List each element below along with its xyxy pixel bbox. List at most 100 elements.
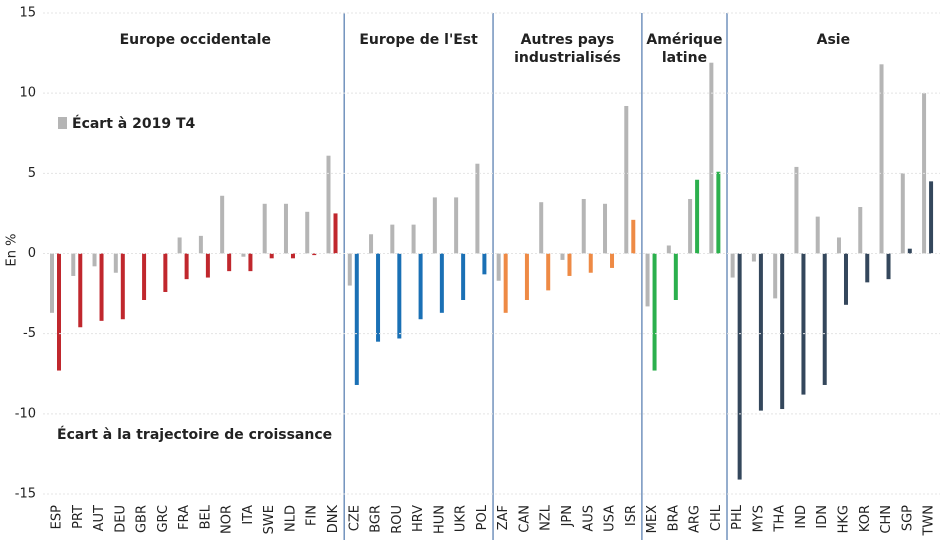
bar: [730, 253, 735, 278]
bar: [113, 253, 118, 273]
bar: [397, 253, 402, 339]
bar: [220, 195, 225, 254]
legend-label: Écart à la trajectoire de croissance: [57, 426, 332, 443]
bar: [283, 203, 288, 254]
bar: [390, 224, 395, 254]
bar: [184, 253, 189, 280]
bar: [751, 253, 756, 262]
bar: [248, 253, 253, 272]
bar: [815, 216, 820, 254]
region-label: Asie: [817, 32, 850, 48]
bar: [439, 253, 444, 313]
bar: [758, 253, 763, 411]
bar: [50, 253, 54, 313]
bar: [347, 253, 352, 286]
x-tick-label: THA: [773, 505, 788, 533]
bar: [92, 253, 97, 267]
x-tick-label: USA: [603, 505, 618, 532]
bar: [163, 253, 168, 292]
bar: [432, 197, 437, 254]
x-tick-label: NLD: [283, 505, 298, 532]
x-tick-label: GBR: [135, 505, 150, 533]
legend-swatch: [58, 117, 67, 129]
x-tick-label: ITA: [241, 505, 256, 525]
x-tick-label: CZE: [347, 505, 362, 531]
bar: [624, 105, 629, 254]
bar: [688, 198, 693, 254]
y-tick-label: -5: [23, 326, 36, 341]
x-tick-label: ARG: [688, 505, 703, 533]
bar: [411, 224, 416, 254]
bar: [354, 253, 359, 385]
bar: [503, 253, 508, 313]
bar: [610, 253, 615, 268]
x-tick-label: NZL: [539, 504, 554, 531]
x-tick-label: UKR: [454, 505, 469, 532]
bar: [560, 253, 565, 260]
x-tick-label: PRT: [71, 505, 86, 529]
bar: [312, 253, 317, 256]
y-axis-label: En %: [5, 234, 20, 267]
y-tick-label: 15: [19, 6, 36, 21]
x-tick-label: MYS: [751, 505, 766, 532]
bar: [461, 253, 466, 300]
x-tick-label: ZAF: [496, 505, 511, 530]
bar: [120, 253, 125, 320]
x-tick-label: CHL: [709, 504, 724, 531]
bar: [177, 237, 182, 254]
bar: [588, 253, 593, 273]
bar: [567, 253, 572, 276]
bar: [269, 253, 274, 259]
y-tick-label: 0: [28, 246, 36, 261]
x-tick-label: IND: [794, 505, 809, 529]
bar: [794, 166, 799, 254]
bar: [290, 253, 295, 259]
bar: [539, 202, 544, 254]
bar: [858, 207, 863, 254]
bar: [673, 253, 678, 300]
x-tick-label: GRC: [156, 505, 171, 533]
bar: [709, 62, 714, 254]
bar: [929, 181, 934, 254]
bar: [482, 253, 487, 275]
y-tick-label: -15: [15, 487, 36, 502]
x-tick-label: CAN: [517, 505, 532, 533]
x-tick-label: KOR: [858, 505, 873, 532]
x-tick-label: ESP: [50, 505, 65, 529]
x-tick-label: JPN: [560, 505, 575, 527]
bar: [198, 235, 203, 254]
bar: [843, 253, 848, 305]
x-tick-label: DEU: [113, 505, 128, 533]
bar: [836, 237, 841, 254]
x-tick-label: AUT: [92, 505, 107, 531]
bar: [822, 253, 827, 385]
bar: [666, 245, 671, 254]
bar: [57, 253, 61, 371]
x-tick-label: FIN: [305, 505, 320, 526]
x-tick-label: BEL: [198, 504, 213, 529]
bar: [865, 253, 870, 283]
x-tick-label: SWE: [262, 505, 277, 534]
bar: [886, 253, 891, 280]
x-tick-label: HUN: [432, 505, 447, 534]
x-tick-label: IDN: [815, 505, 830, 529]
bar: [716, 171, 721, 254]
bar: [907, 248, 912, 254]
y-tick-label: -10: [15, 406, 36, 421]
bar: [546, 253, 551, 291]
x-tick-label: MEX: [645, 505, 660, 533]
bar: [773, 253, 778, 299]
legend-label: Écart à 2019 T4: [72, 115, 195, 132]
x-tick-label: AUS: [581, 505, 596, 532]
bar: [418, 253, 423, 320]
bar: [603, 203, 608, 254]
x-tick-label: CHN: [879, 505, 894, 534]
bar: [78, 253, 83, 328]
bar: [496, 253, 501, 281]
bar: [801, 253, 806, 395]
bar: [645, 253, 650, 307]
x-tick-label: DNK: [326, 505, 341, 534]
bar: [737, 253, 742, 480]
bar: [524, 253, 529, 300]
